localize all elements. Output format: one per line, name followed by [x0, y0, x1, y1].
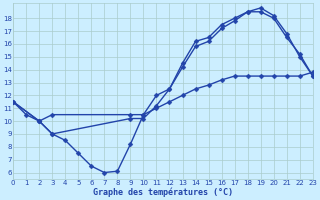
X-axis label: Graphe des températures (°C): Graphe des températures (°C) [93, 188, 233, 197]
